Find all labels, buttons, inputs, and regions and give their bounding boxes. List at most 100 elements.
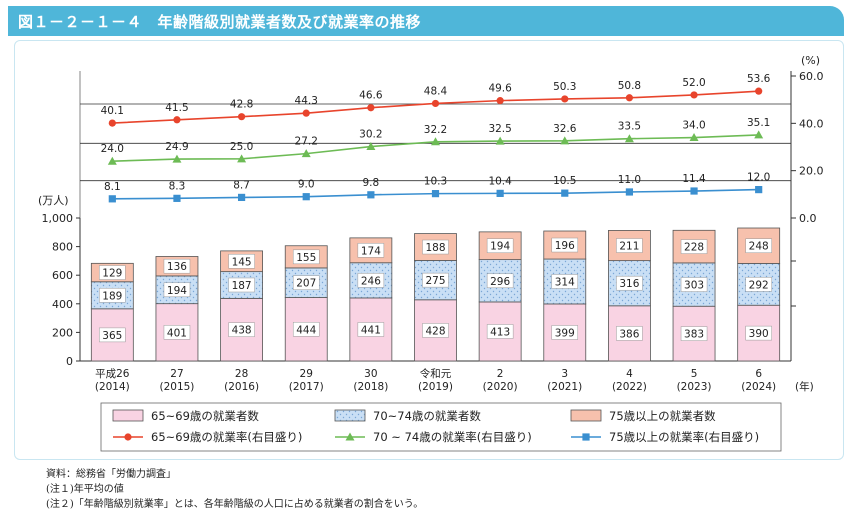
line-marker-circle <box>237 113 246 121</box>
legend-label: 70~74歳の就業者数 <box>373 409 481 423</box>
line-value-label: 24.9 <box>165 141 188 153</box>
bar-value-label: 174 <box>361 245 381 257</box>
bar-value-box <box>486 324 514 339</box>
x-tick-sublabel: (2017) <box>289 381 324 393</box>
line-marker-square <box>237 193 246 202</box>
x-tick-sublabel: (2020) <box>483 381 518 393</box>
x-tick-sublabel: (2024) <box>741 381 776 393</box>
bar-value-box <box>292 322 320 337</box>
line-marker-circle <box>173 116 181 124</box>
line-marker-triangle <box>301 149 311 158</box>
legend-label: 65~69歳の就業率(右目盛り) <box>151 430 302 444</box>
line-marker-circle <box>496 97 504 105</box>
x-tick-label: 5 <box>691 368 698 380</box>
legend-swatch-2 <box>334 409 366 422</box>
bar-value-box <box>745 277 772 292</box>
bar-value-label: 228 <box>684 242 704 254</box>
line-value-label: 11.4 <box>682 173 706 185</box>
line-value-label: 48.4 <box>424 85 448 97</box>
right-tick-label: 60.0 <box>799 70 824 83</box>
bar-value-label: 194 <box>167 285 187 297</box>
bar-value-label: 441 <box>361 324 381 336</box>
line-value-label: 9.0 <box>298 179 315 191</box>
line-marker-circle <box>302 109 310 117</box>
bar-value-label: 136 <box>167 261 187 273</box>
note-source: 資料：総務省「労働力調査」 <box>46 469 176 480</box>
bar-value-label: 383 <box>684 329 704 341</box>
bar-value-box <box>228 322 255 337</box>
note-2: (注２)「年齢階級別就業率」とは、各年齢階級の人口に占める就業者の割合をいう。 <box>46 499 424 510</box>
line-marker-triangle <box>345 432 355 441</box>
x-tick-sublabel: (2015) <box>159 381 194 393</box>
line-marker-circle <box>561 95 569 103</box>
line-value-label: 33.5 <box>618 121 641 133</box>
bar-value-box <box>486 238 514 253</box>
bar-value-label: 194 <box>490 241 510 253</box>
left-tick-label: 400 <box>52 298 73 311</box>
bar-value-label: 129 <box>102 268 122 280</box>
bar-value-box <box>292 275 320 290</box>
chart-title: 図１－２－１－４ 年齢階級別就業者数及び就業率の推移 <box>18 13 422 31</box>
line-marker-square <box>431 190 440 198</box>
x-axis-unit: (年) <box>795 380 814 393</box>
chart-svg: 0 200 400 600 800 1,000 (万人) 0.0 20.0 40.0 60.0 (%)… <box>38 54 824 452</box>
line-marker-square <box>755 186 763 194</box>
line-marker-triangle <box>624 134 634 143</box>
line-value-label: 46.6 <box>359 90 383 102</box>
line-marker-triangle <box>754 130 764 139</box>
line-marker-square <box>690 187 698 195</box>
bar-value-box <box>680 239 708 254</box>
line-value-label: 50.3 <box>553 81 576 93</box>
line-marker-triangle <box>495 136 505 145</box>
line-value-label: 24.0 <box>101 143 124 155</box>
bar-value-box <box>357 243 385 258</box>
line-value-label: 30.2 <box>359 129 382 141</box>
line-marker-square <box>582 433 590 441</box>
bar-value-label: 145 <box>232 256 252 268</box>
bar-value-box <box>163 282 191 298</box>
bar-value-box <box>228 277 255 293</box>
bar-value-label: 438 <box>232 325 252 337</box>
x-tick-label: 3 <box>561 368 568 380</box>
line-value-label: 42.8 <box>230 99 253 111</box>
line-value-label: 53.6 <box>747 73 771 85</box>
line-value-label: 41.5 <box>165 102 188 114</box>
bar-segment-3 <box>414 233 457 261</box>
line-marker-triangle <box>107 156 117 165</box>
line-marker-square <box>561 189 569 197</box>
line-marker-square <box>367 191 375 199</box>
x-tick-sublabel: (2022) <box>612 381 647 393</box>
bar-value-box <box>616 275 643 291</box>
legend-label: 75歳以上の就業率(右目盛り) <box>609 430 759 444</box>
line-marker-triangle <box>689 133 699 142</box>
line-marker-triangle <box>366 142 376 151</box>
bar-value-box <box>163 258 191 274</box>
bar-value-box <box>422 239 449 255</box>
bar-value-box <box>163 325 191 340</box>
line-marker-square <box>108 195 116 203</box>
line-value-label: 44.3 <box>295 95 318 107</box>
x-tick-label: 平成26 <box>95 368 130 380</box>
left-tick-label: 600 <box>52 269 73 282</box>
chart-panel: 0 200 400 600 800 1,000 (万人) 0.0 20.0 40.0 60.0 (%)… <box>14 40 844 460</box>
line-value-label: 10.3 <box>424 176 447 188</box>
bar-value-box <box>422 272 449 288</box>
bar-value-label: 292 <box>749 279 769 291</box>
line-value-label: 10.5 <box>553 175 576 187</box>
bar-value-label: 390 <box>749 328 769 340</box>
legend-label: 75歳以上の就業者数 <box>609 409 716 423</box>
bar-value-box <box>357 273 385 288</box>
left-tick-label: 800 <box>52 241 73 254</box>
bar-value-box <box>551 274 579 289</box>
line-marker-circle <box>690 91 698 99</box>
bar-value-label: 211 <box>619 241 639 253</box>
legend-swatch-3 <box>570 409 602 422</box>
x-tick-sublabel: (2023) <box>677 381 712 393</box>
bar-value-label: 155 <box>296 252 316 264</box>
bar-value-label: 303 <box>684 280 704 292</box>
x-tick-label: 29 <box>300 368 313 380</box>
bar-value-box <box>745 238 772 253</box>
bar-value-label: 207 <box>296 278 316 290</box>
line-marker-square <box>625 188 634 196</box>
right-tick-label: 20.0 <box>799 165 824 178</box>
